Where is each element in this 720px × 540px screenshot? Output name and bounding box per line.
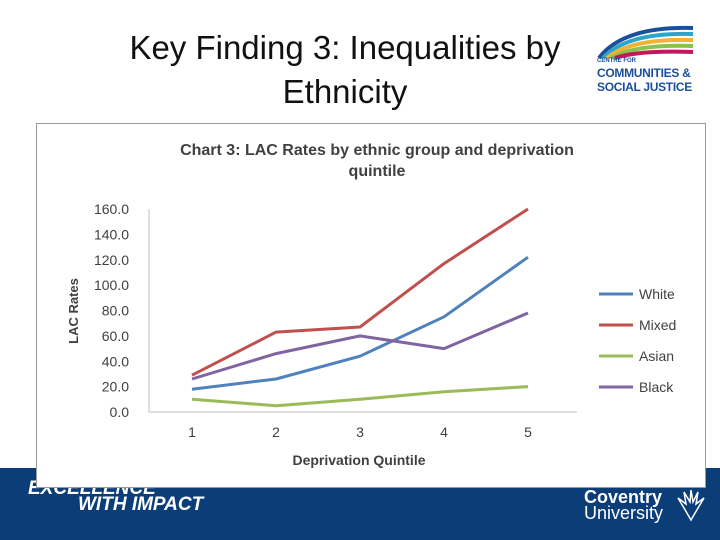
university-name-line-2: University [584, 503, 664, 523]
slide-title-line-1: Key Finding 3: Inequalities by [129, 29, 561, 66]
y-axis-label: LAC Rates [66, 278, 81, 344]
y-tick-label: 140.0 [94, 226, 129, 242]
chart-title-line-2: quintile [348, 163, 406, 180]
logo-line-2: SOCIAL JUSTICE [597, 80, 692, 94]
phoenix-crest-icon [677, 489, 705, 522]
y-tick-label: 40.0 [102, 353, 129, 369]
chart-container: Chart 3: LAC Rates by ethnic group and d… [36, 123, 706, 488]
series-line-asian [191, 385, 529, 408]
legend-label-white: White [639, 286, 675, 302]
series-line-black [191, 311, 529, 381]
centre-logo: CENTRE FOR COMMUNITIES & SOCIAL JUSTICE [593, 22, 705, 102]
x-tick-label: 5 [524, 424, 532, 440]
x-tick-label: 2 [272, 424, 280, 440]
chart-title-line-1: Chart 3: LAC Rates by ethnic group and d… [180, 142, 574, 159]
chart-title: Chart 3: LAC Rates by ethnic group and d… [127, 140, 627, 182]
x-tick-label: 4 [440, 424, 448, 440]
y-tick-label: 20.0 [102, 379, 129, 395]
x-tick-label: 1 [188, 424, 196, 440]
legend-label-asian: Asian [639, 348, 674, 364]
logo-small-text: CENTRE FOR [597, 58, 636, 64]
y-tick-label: 0.0 [110, 404, 130, 420]
line-chart: 0.0 20.0 40.0 60.0 80.0 100.0 120.0 140.0 160.0 1… [66, 201, 676, 468]
slide-title: Key Finding 3: Inequalities by Ethnicity [95, 26, 595, 114]
legend-label-black: Black [639, 379, 674, 395]
university-logo: Coventry University [584, 486, 705, 526]
university-name-line-1: Coventry [584, 487, 663, 507]
legend-label-mixed: Mixed [639, 317, 676, 333]
y-tick-label: 60.0 [102, 328, 129, 344]
y-tick-label: 80.0 [102, 303, 129, 319]
series-line-mixed [191, 207, 529, 377]
y-tick-label: 100.0 [94, 277, 129, 293]
footer-slogan-line-2: WITH IMPACT [78, 494, 204, 515]
series-line-white [191, 255, 529, 391]
rainbow-arcs-icon [597, 25, 694, 60]
x-tick-label: 3 [356, 424, 364, 440]
y-tick-label: 160.0 [94, 201, 129, 217]
logo-line-1: COMMUNITIES & [597, 66, 691, 80]
slide-title-line-2: Ethnicity [282, 73, 408, 110]
x-axis-label: Deprivation Quintile [292, 452, 425, 468]
y-tick-label: 120.0 [94, 252, 129, 268]
